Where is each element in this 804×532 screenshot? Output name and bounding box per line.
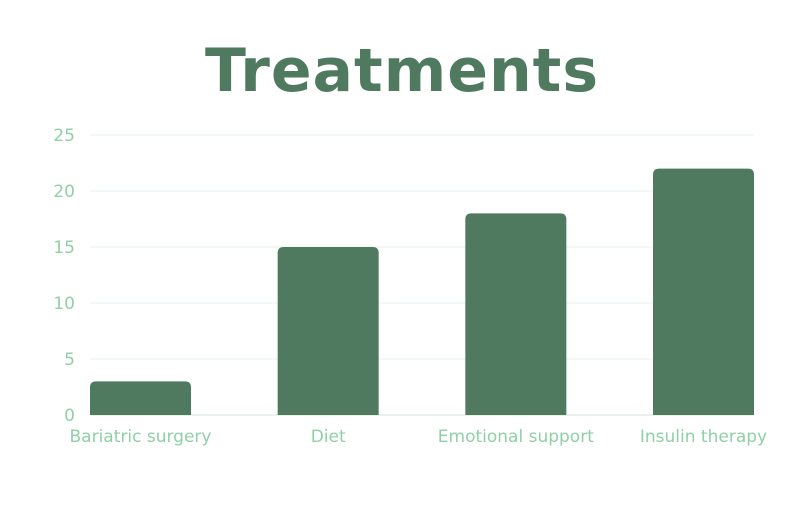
x-axis-labels: Bariatric surgery Diet Emotional support In… [70, 427, 768, 447]
y-tick-label: 10 [53, 294, 75, 314]
x-category-label: Bariatric surgery [70, 427, 212, 447]
y-tick-label: 25 [53, 126, 75, 146]
x-category-label: Insulin therapy [640, 427, 767, 447]
bars [90, 168, 754, 415]
bar [465, 213, 567, 415]
bar [277, 247, 379, 415]
y-tick-label: 5 [64, 350, 75, 370]
bar [653, 168, 754, 415]
y-tick-label: 0 [64, 406, 75, 426]
y-tick-label: 15 [53, 238, 75, 258]
y-tick-label: 20 [53, 182, 75, 202]
y-axis-ticks: 0 5 10 15 20 25 [53, 126, 75, 426]
bar [90, 381, 191, 415]
x-category-label: Emotional support [438, 427, 594, 447]
chart-title: Treatments [204, 36, 600, 106]
x-category-label: Diet [311, 427, 346, 447]
grid-lines [90, 134, 754, 416]
